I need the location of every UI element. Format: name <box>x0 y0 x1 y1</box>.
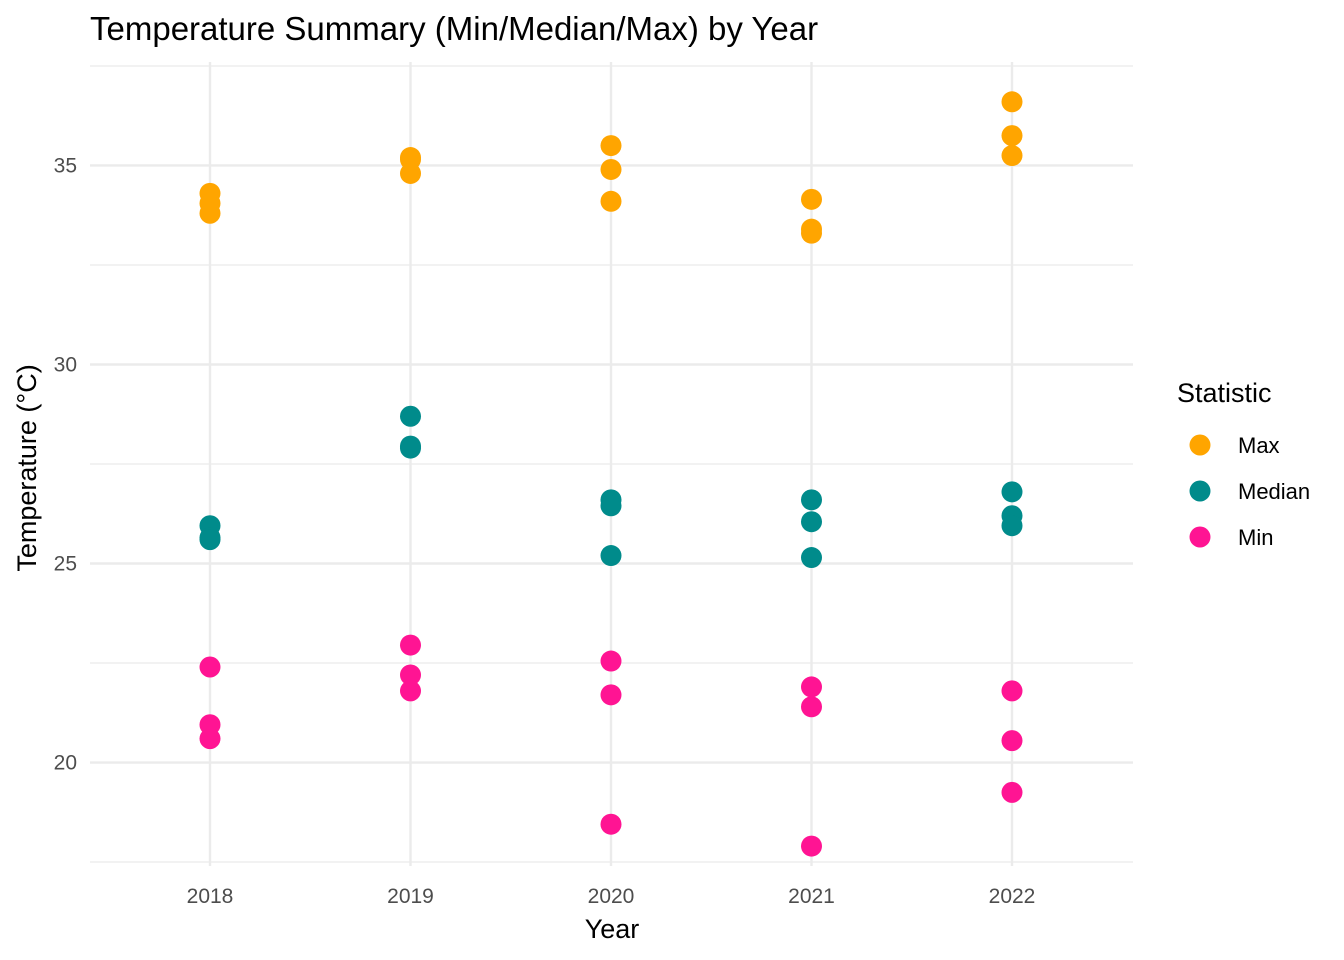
data-point <box>801 676 822 698</box>
x-axis-ticks: 2018 2019 2020 2021 2022 <box>187 885 1036 908</box>
y-tick-label: 20 <box>54 752 77 775</box>
data-point <box>400 405 421 427</box>
data-point <box>801 511 822 533</box>
x-tick-label: 2021 <box>788 885 835 908</box>
data-point <box>801 696 822 718</box>
series-max <box>199 91 1023 244</box>
data-point <box>400 634 421 656</box>
legend-label: Max <box>1238 433 1280 458</box>
x-tick-label: 2022 <box>989 885 1036 908</box>
data-point <box>1001 91 1023 113</box>
y-tick-label: 30 <box>54 353 77 376</box>
data-point <box>600 813 622 835</box>
data-point <box>600 684 622 706</box>
y-axis-title: Temperature (°C) <box>12 364 42 571</box>
x-tick-label: 2020 <box>588 885 635 908</box>
data-point <box>1001 680 1023 702</box>
data-point <box>1001 515 1023 537</box>
legend-key <box>1189 480 1211 502</box>
legend-key <box>1189 434 1211 456</box>
x-tick-label: 2019 <box>387 885 434 908</box>
data-point <box>801 835 822 857</box>
data-point <box>1001 125 1023 147</box>
data-point <box>199 656 221 678</box>
legend-item-min: Min <box>1189 525 1273 550</box>
legend: Statistic Max Median Min <box>1177 378 1310 550</box>
chart-title: Temperature Summary (Min/Median/Max) by … <box>90 10 818 47</box>
data-point <box>600 190 622 212</box>
y-tick-label: 25 <box>54 553 77 576</box>
legend-items: Max Median Min <box>1189 433 1310 550</box>
data-points <box>199 91 1023 857</box>
data-point <box>600 135 622 157</box>
legend-label: Min <box>1238 525 1273 550</box>
series-min <box>199 634 1023 857</box>
y-axis-ticks: 20 25 30 35 <box>54 154 77 774</box>
y-tick-label: 35 <box>54 154 77 177</box>
legend-label: Median <box>1238 479 1310 504</box>
data-point <box>199 728 221 750</box>
legend-key <box>1189 526 1211 548</box>
data-point <box>400 680 421 702</box>
data-point <box>600 650 622 672</box>
data-point <box>400 437 421 459</box>
legend-item-median: Median <box>1189 479 1310 504</box>
x-tick-label: 2018 <box>187 885 234 908</box>
grid-lines <box>90 62 1133 866</box>
series-median <box>199 405 1023 569</box>
data-point <box>400 162 421 184</box>
data-point <box>199 529 221 551</box>
data-point <box>801 547 822 569</box>
legend-item-max: Max <box>1189 433 1280 458</box>
data-point <box>801 222 822 244</box>
legend-title: Statistic <box>1177 378 1272 408</box>
data-point <box>400 664 421 686</box>
x-axis-title: Year <box>585 914 640 944</box>
data-point <box>1001 481 1023 503</box>
data-point <box>600 545 622 567</box>
data-point <box>1001 730 1023 752</box>
data-point <box>1001 781 1023 803</box>
data-point <box>801 489 822 511</box>
data-point <box>801 188 822 210</box>
data-point <box>600 158 622 180</box>
data-point <box>600 495 622 517</box>
data-point <box>1001 145 1023 167</box>
data-point <box>199 202 221 224</box>
